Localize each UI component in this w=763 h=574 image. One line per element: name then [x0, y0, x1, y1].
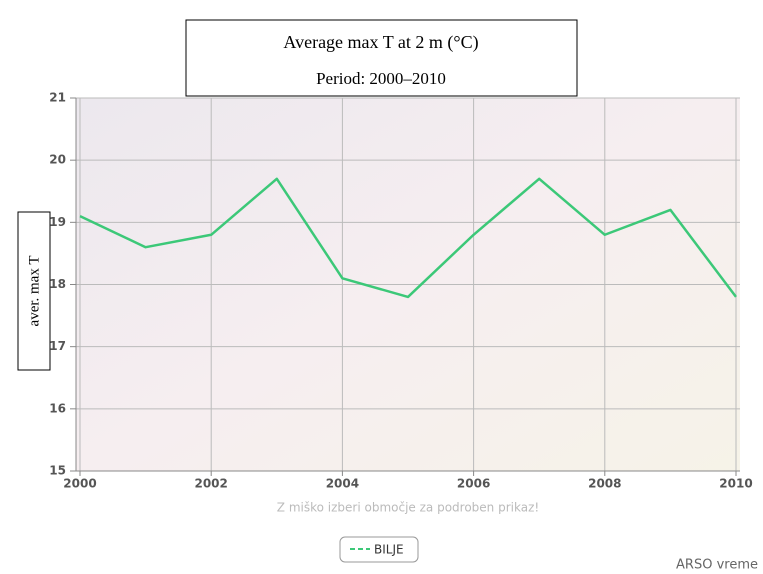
y-axis-label: aver. max T: [26, 256, 42, 327]
chart-title: Average max T at 2 m (°C): [283, 32, 478, 53]
legend[interactable]: [339, 536, 419, 563]
y-tick-label: 15: [49, 464, 66, 478]
y-tick-label: 19: [49, 215, 66, 229]
y-tick-label: 20: [49, 153, 66, 167]
y-tick-label: 18: [49, 277, 66, 291]
source: ARSO vreme: [676, 558, 758, 573]
y-tick-label: 21: [49, 91, 66, 105]
x-tick-label: 2002: [194, 477, 227, 491]
chart-subtitle: Period: 2000–2010: [316, 69, 446, 88]
x-tick-label: 2000: [63, 477, 96, 491]
legend-label: BILJE: [374, 543, 404, 557]
x-tick-label: 2010: [719, 477, 752, 491]
data-line: [79, 177, 737, 299]
note: Z miško izberi območje za podroben prika…: [277, 501, 539, 515]
y-tick-label: 16: [49, 401, 66, 415]
y-tick-label: 17: [49, 339, 66, 353]
title-box: [185, 19, 578, 97]
x-tick-label: 2004: [326, 477, 359, 491]
x-tick-label: 2008: [588, 477, 621, 491]
x-tick-label: 2006: [457, 477, 490, 491]
y-label-box: [17, 211, 51, 371]
